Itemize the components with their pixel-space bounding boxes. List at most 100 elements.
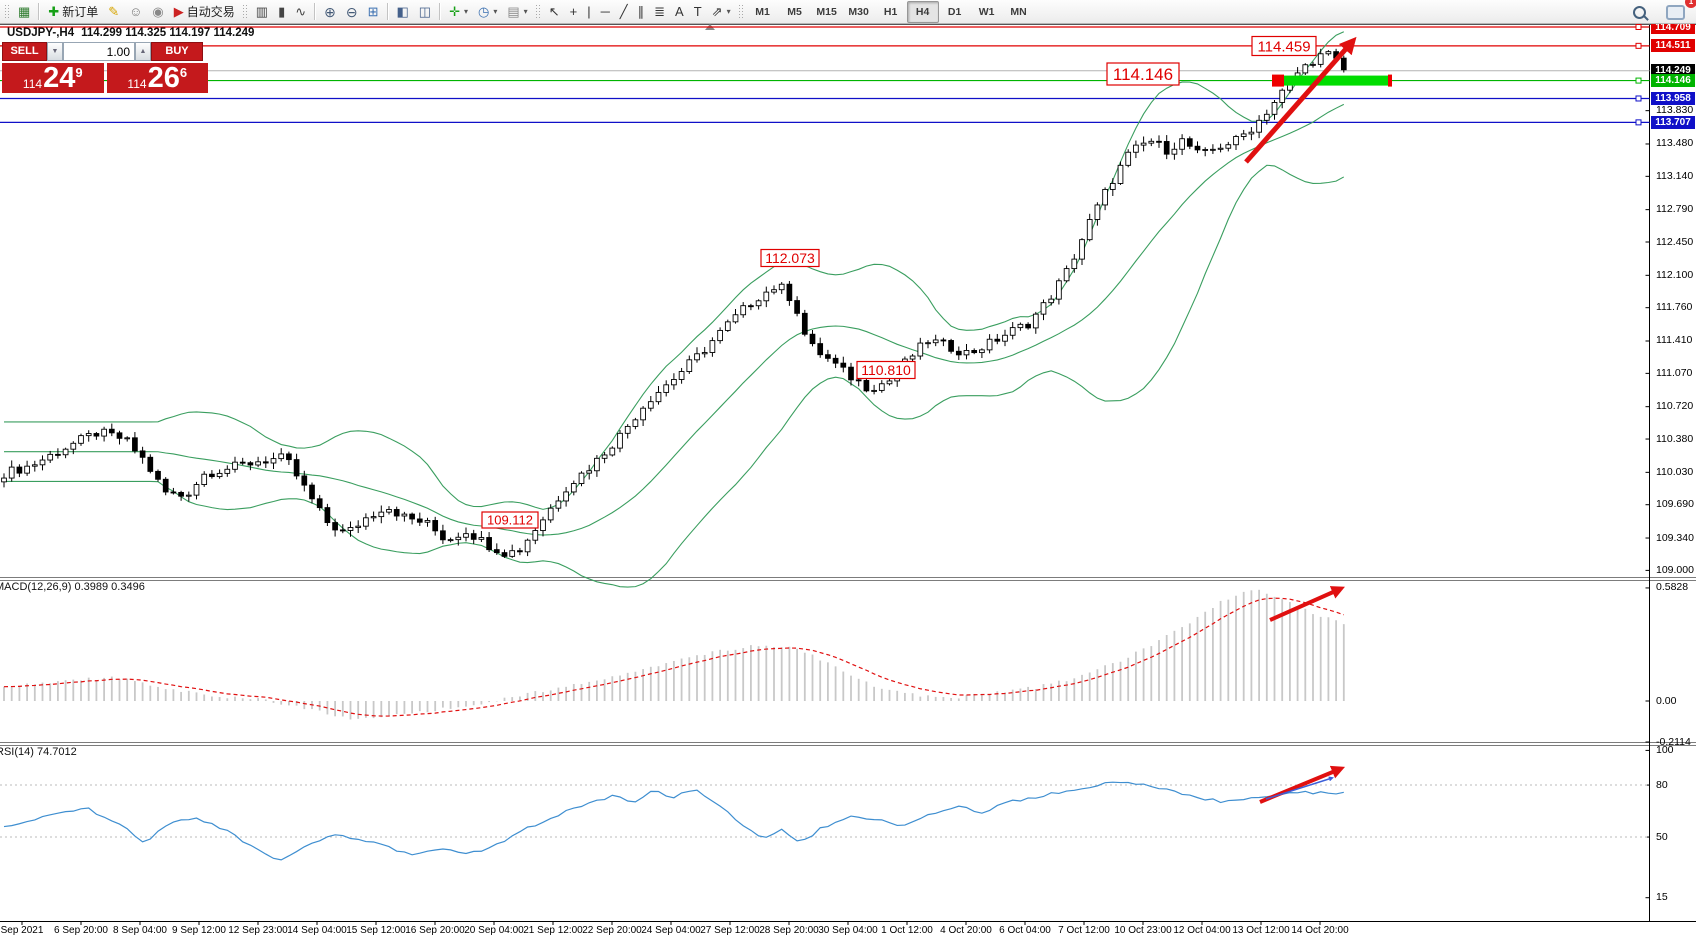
timeframe-label: H1 bbox=[883, 5, 898, 18]
volume-input[interactable] bbox=[63, 42, 135, 61]
navigator-panel-button[interactable]: ◧ bbox=[392, 1, 414, 23]
timeframe-label: MN bbox=[1010, 5, 1027, 18]
price-annotation-label[interactable]: 114.459 bbox=[1251, 35, 1317, 57]
line-chart-button[interactable]: ∿ bbox=[290, 1, 311, 23]
toolbar-separator bbox=[439, 3, 442, 20]
timeframe-h4-button[interactable]: H4 bbox=[906, 0, 939, 23]
macd-signal-line bbox=[3, 597, 1344, 717]
volume-increase-button[interactable]: ▲ bbox=[135, 42, 151, 61]
time-axis-label: 9 Sep 12:00 bbox=[172, 925, 226, 936]
buy-price-pip: 6 bbox=[179, 65, 188, 80]
line-handle[interactable] bbox=[1635, 119, 1642, 126]
tile-windows-button[interactable]: ⊞ bbox=[363, 1, 384, 23]
price-annotation-label[interactable]: 109.112 bbox=[481, 511, 539, 529]
price-annotation-label[interactable]: 110.810 bbox=[856, 360, 916, 380]
candlestick-chart-button[interactable]: ▮ bbox=[273, 1, 290, 23]
timeframe-m15-button[interactable]: M15 bbox=[811, 1, 843, 23]
chevron-down-icon[interactable]: ▾ bbox=[726, 7, 731, 16]
trend-arrow[interactable] bbox=[1244, 36, 1357, 164]
toolbar-button-label: 自动交易 bbox=[186, 5, 235, 19]
trade-panel-prices: 114 24 9 114 26 6 bbox=[2, 63, 208, 93]
terminal-panel-button[interactable]: ◫ bbox=[414, 1, 436, 23]
text-button[interactable]: A bbox=[670, 1, 689, 23]
search-button[interactable] bbox=[1628, 1, 1651, 23]
line-handle[interactable] bbox=[1635, 77, 1642, 84]
chart-title: USDJPY-,H4 114.299 114.325 114.197 114.24… bbox=[7, 27, 254, 39]
panel-left-icon: ◧ bbox=[396, 3, 409, 19]
crosshair-button[interactable]: + bbox=[565, 1, 583, 23]
buy-price-big: 26 bbox=[147, 62, 180, 94]
chat-icon bbox=[1666, 4, 1685, 20]
price-tick-label: 110.380 bbox=[1656, 432, 1694, 445]
fibo-icon: ≣ bbox=[654, 3, 666, 19]
price-annotation-label[interactable]: 114.146 bbox=[1106, 62, 1180, 86]
svg-text:109.112: 109.112 bbox=[487, 513, 533, 528]
line-handle[interactable] bbox=[1635, 24, 1642, 30]
timeframe-h1-button[interactable]: H1 bbox=[875, 1, 907, 23]
bar-chart-button[interactable]: ▥ bbox=[251, 1, 273, 23]
highlight-band[interactable] bbox=[1272, 74, 1392, 87]
buy-button[interactable]: BUY bbox=[151, 42, 203, 61]
sell-price-display[interactable]: 114 24 9 bbox=[2, 63, 104, 93]
sell-button[interactable]: SELL bbox=[2, 42, 47, 61]
trend-arrow[interactable] bbox=[1269, 586, 1345, 622]
timeframe-w1-button[interactable]: W1 bbox=[971, 1, 1003, 23]
horizontal-line-button[interactable]: ─ bbox=[596, 1, 615, 23]
arrows-button[interactable]: ⇗ ▾ bbox=[707, 1, 736, 23]
highlight-button[interactable]: ✎ bbox=[103, 1, 124, 23]
templates-button[interactable]: ▤ ▾ bbox=[502, 1, 532, 23]
timeframe-m1-button[interactable]: M1 bbox=[747, 1, 779, 23]
timeframe-d1-button[interactable]: D1 bbox=[939, 1, 971, 23]
price-tick-label: 109.000 bbox=[1656, 563, 1694, 576]
one-click-trading-panel: SELL ▼ ▲ BUY 114 24 9 114 26 6 bbox=[2, 42, 208, 93]
cursor-button[interactable]: ↖ bbox=[544, 1, 565, 23]
new-chart-button[interactable]: ▦ bbox=[13, 1, 35, 23]
svg-text:114.459: 114.459 bbox=[1257, 38, 1310, 55]
line-handle[interactable] bbox=[1635, 95, 1642, 102]
timeframe-label: M30 bbox=[848, 5, 869, 18]
vertical-line-button[interactable]: | bbox=[582, 1, 595, 23]
zoom-out-button[interactable]: ⊖ bbox=[341, 1, 363, 23]
price-axis[interactable]: 114.709 114.511 114.249 114.146 113.958 113.7… bbox=[1650, 0, 1696, 940]
toolbar-right: 1 bbox=[1628, 0, 1696, 24]
timeframe-m30-button[interactable]: M30 bbox=[843, 1, 875, 23]
trendline-button[interactable]: ╱ bbox=[615, 1, 633, 23]
timeframe-mn-button[interactable]: MN bbox=[1003, 1, 1035, 23]
bollinger-bands bbox=[4, 31, 1345, 588]
chevron-down-icon[interactable]: ▾ bbox=[493, 7, 498, 16]
zoom-out-icon: ⊖ bbox=[345, 3, 358, 20]
horizontal-price-lines[interactable] bbox=[0, 24, 1650, 126]
text-label-button[interactable]: T bbox=[689, 1, 707, 23]
time-axis-label: 14 Oct 20:00 bbox=[1291, 925, 1349, 936]
buy-price-display[interactable]: 114 26 6 bbox=[106, 62, 208, 94]
rsi-tick-label: 100 bbox=[1656, 743, 1674, 756]
price-annotation-label[interactable]: 112.073 bbox=[760, 248, 820, 268]
periods-button[interactable]: ◷ ▾ bbox=[473, 1, 502, 23]
time-axis-label: Sep 2021 bbox=[0, 925, 44, 936]
price-tick-label: 113.140 bbox=[1656, 169, 1694, 182]
time-axis-label: 7 Oct 12:00 bbox=[1058, 925, 1110, 936]
new-order-button[interactable]: ✚ 新订单 bbox=[43, 1, 103, 23]
notifications-button[interactable]: 1 bbox=[1661, 0, 1696, 23]
chevron-down-icon[interactable]: ▾ bbox=[464, 7, 469, 16]
signals-button[interactable]: ◉ bbox=[147, 1, 168, 23]
time-axis[interactable]: Sep 2021 6 Sep 20:00 8 Sep 04:00 9 Sep 12:0… bbox=[0, 922, 1650, 940]
macd-tick-label: 0.5828 bbox=[1656, 581, 1689, 594]
time-axis-label: 30 Sep 04:00 bbox=[818, 925, 878, 936]
trend-arrow[interactable] bbox=[1265, 776, 1334, 800]
line-handle[interactable] bbox=[1635, 42, 1642, 49]
zoom-in-button[interactable]: ⊕ bbox=[319, 1, 341, 23]
autotrading-button[interactable]: ▶ 自动交易 bbox=[169, 1, 240, 23]
chevron-down-icon[interactable]: ▾ bbox=[523, 7, 528, 16]
toolbar-button-label: 新订单 bbox=[62, 5, 99, 19]
fibonacci-button[interactable]: ≣ bbox=[649, 1, 670, 23]
indicators-button[interactable]: ✛ ▾ bbox=[444, 1, 473, 23]
volume-dropdown-button[interactable]: ▼ bbox=[47, 42, 63, 61]
profile-button[interactable]: ☺ bbox=[124, 1, 147, 23]
timeframe-m5-button[interactable]: M5 bbox=[779, 1, 811, 23]
sell-price-big: 24 bbox=[43, 62, 76, 94]
toolbar-group-panels: ◧ ◫ bbox=[392, 1, 437, 23]
equidistant-channel-button[interactable]: ∥ bbox=[633, 1, 650, 23]
zoom-in-icon: ⊕ bbox=[324, 3, 336, 20]
